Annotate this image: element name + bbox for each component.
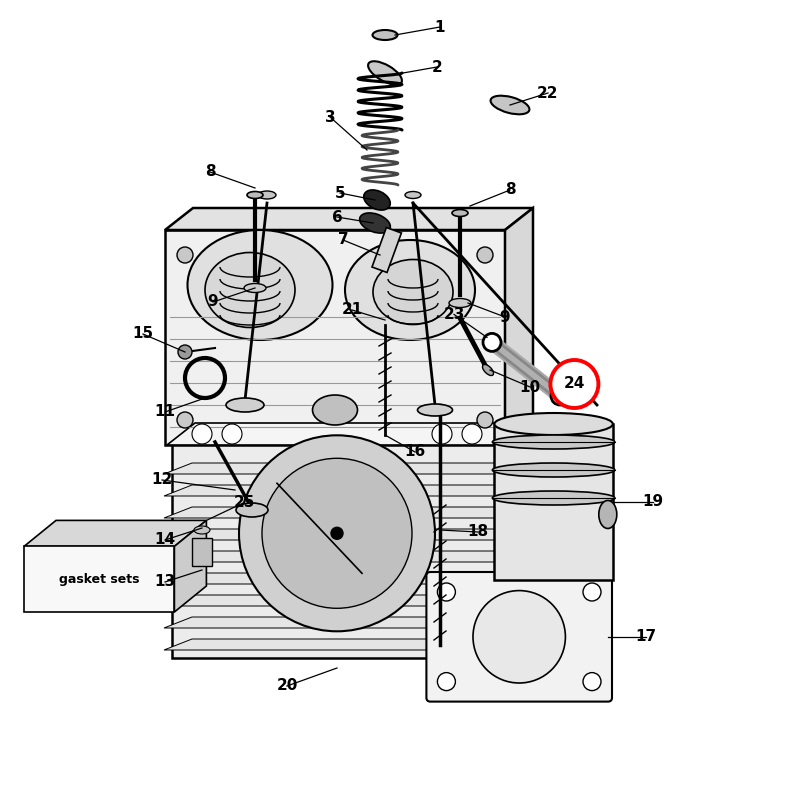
Polygon shape [164,617,538,628]
Ellipse shape [493,435,615,449]
Circle shape [483,334,501,351]
Text: 3: 3 [325,110,335,125]
Polygon shape [164,595,538,606]
Polygon shape [165,230,505,445]
Text: 18: 18 [467,525,489,539]
Bar [494,424,613,580]
Polygon shape [164,463,538,474]
Text: 16: 16 [404,445,426,459]
Ellipse shape [418,404,453,416]
Circle shape [178,345,192,359]
Ellipse shape [364,190,390,210]
Ellipse shape [405,191,421,198]
Circle shape [432,424,452,444]
Text: 7: 7 [338,233,348,247]
Circle shape [583,583,601,601]
Polygon shape [174,520,206,612]
Ellipse shape [482,365,494,375]
Circle shape [239,435,435,631]
Circle shape [331,527,343,539]
Circle shape [550,360,598,408]
Polygon shape [164,485,538,496]
Circle shape [583,673,601,690]
Circle shape [438,673,455,690]
Text: 15: 15 [133,326,154,342]
Circle shape [222,424,242,444]
Text: 20: 20 [276,678,298,694]
Polygon shape [172,421,530,443]
Text: 2: 2 [432,59,442,74]
Bar [372,227,402,273]
Text: 21: 21 [342,302,362,318]
Text: gasket sets: gasket sets [59,573,139,586]
Text: 24: 24 [564,377,585,391]
Ellipse shape [449,298,471,307]
Text: 9: 9 [208,294,218,310]
Text: 8: 8 [505,182,515,198]
Ellipse shape [598,501,617,529]
Text: 17: 17 [635,630,657,644]
Polygon shape [164,639,538,650]
Circle shape [177,412,193,428]
Circle shape [462,424,482,444]
Text: 8: 8 [205,165,215,179]
Circle shape [477,247,493,263]
Text: 10: 10 [519,379,541,394]
Polygon shape [167,423,535,445]
Bar [24,546,174,612]
Ellipse shape [226,398,264,412]
Text: 5: 5 [334,186,346,201]
Text: 11: 11 [154,405,175,419]
Text: 23: 23 [443,307,465,322]
Polygon shape [164,573,538,584]
Polygon shape [172,443,502,658]
Circle shape [438,583,455,601]
Circle shape [262,458,412,608]
Text: 22: 22 [538,86,558,101]
Text: 9: 9 [500,310,510,325]
Ellipse shape [258,191,276,199]
Circle shape [177,247,193,263]
Text: 19: 19 [642,494,663,510]
Polygon shape [505,208,533,445]
Ellipse shape [244,283,266,293]
FancyBboxPatch shape [426,572,612,702]
Ellipse shape [373,30,398,40]
Ellipse shape [493,463,615,477]
Polygon shape [164,529,538,540]
Text: 12: 12 [151,473,173,487]
Ellipse shape [360,213,390,233]
Text: 13: 13 [154,574,175,590]
Polygon shape [165,208,533,230]
Circle shape [192,424,212,444]
Ellipse shape [493,491,615,505]
Circle shape [477,412,493,428]
Circle shape [473,590,566,683]
Polygon shape [502,421,530,658]
Ellipse shape [194,526,210,534]
Bar [192,538,212,566]
Polygon shape [164,551,538,562]
Text: 1: 1 [434,19,446,34]
Polygon shape [24,520,206,546]
Ellipse shape [247,191,263,198]
Ellipse shape [236,503,268,517]
Ellipse shape [187,230,333,340]
Polygon shape [164,507,538,518]
Ellipse shape [368,62,402,85]
Ellipse shape [345,240,475,340]
Ellipse shape [490,96,530,114]
Ellipse shape [313,395,358,425]
Text: 6: 6 [332,210,342,225]
Text: 14: 14 [154,533,175,547]
Circle shape [551,387,569,405]
Ellipse shape [494,413,613,435]
Ellipse shape [205,253,295,327]
Ellipse shape [452,210,468,217]
Text: 25: 25 [234,495,255,510]
Ellipse shape [373,259,453,325]
